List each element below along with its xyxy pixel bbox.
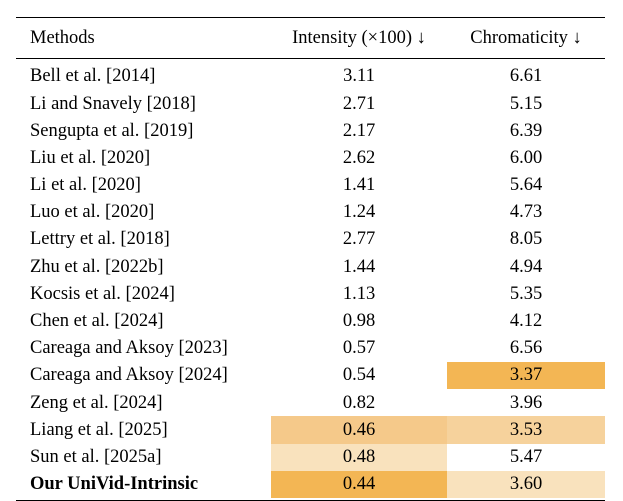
chromaticity-cell: 4.73 [509,202,543,223]
intensity-cell: 0.54 [342,365,376,386]
table-body: Bell et al. [2014] 3.11 6.61 Li and Snavely… [16,59,605,500]
chromaticity-cell: 5.64 [509,175,543,196]
intensity-cell: 0.48 [271,443,447,471]
method-cell: Luo et al. [2020] [30,202,155,223]
intensity-cell: 3.11 [343,66,375,87]
chromaticity-cell: 3.60 [447,470,605,498]
header-intensity: Intensity (×100) ↓ [292,27,426,48]
header-chromaticity: Chromaticity ↓ [470,27,582,48]
chromaticity-cell: 5.47 [509,446,543,467]
header-row: Methods Intensity (×100) ↓ Chromaticity … [16,18,605,58]
method-cell: Careaga and Aksoy [2023] [30,338,228,359]
method-cell: Liu et al. [2020] [30,147,151,168]
method-cell: Chen et al. [2024] [30,311,164,332]
intensity-cell: 0.57 [342,338,376,359]
results-table: Methods Intensity (×100) ↓ Chromaticity … [16,17,605,501]
chromaticity-cell: 5.35 [509,283,543,304]
intensity-cell: 1.44 [342,256,376,277]
chromaticity-cell: 8.05 [509,229,543,250]
table-row: Bell et al. [2014] 3.11 6.61 [16,63,605,90]
method-cell: Li et al. [2020] [30,175,141,196]
method-cell: Kocsis et al. [2024] [30,283,175,304]
chromaticity-cell: 5.15 [509,93,543,114]
intensity-cell: 0.98 [342,311,376,332]
intensity-cell: 0.82 [342,392,376,413]
intensity-cell: 2.17 [342,120,376,141]
table-row: Luo et al. [2020] 1.24 4.73 [16,199,605,226]
table-row: Chen et al. [2024] 0.98 4.12 [16,308,605,335]
table-row: Kocsis et al. [2024] 1.13 5.35 [16,281,605,308]
chromaticity-cell: 6.61 [509,66,543,87]
table-row: Our UniVid-Intrinsic 0.44 3.60 [16,470,605,498]
intensity-cell: 0.46 [271,416,447,444]
table-row: Li et al. [2020] 1.41 5.64 [16,172,605,199]
method-cell: Bell et al. [2014] [30,66,156,87]
method-cell: Sun et al. [2025a] [30,446,162,467]
table-row: Liang et al. [2025] 0.46 3.53 [16,416,605,444]
chromaticity-cell: 6.56 [509,338,543,359]
method-cell: Liang et al. [2025] [30,419,168,440]
intensity-cell: 2.71 [342,93,376,114]
top-rule [16,17,605,18]
chromaticity-cell: 6.39 [509,120,543,141]
chromaticity-cell: 3.53 [447,416,605,444]
table-row: Liu et al. [2020] 2.62 6.00 [16,145,605,172]
chromaticity-cell: 4.12 [509,311,543,332]
intensity-cell: 1.24 [342,202,376,223]
method-cell: Sengupta et al. [2019] [30,120,194,141]
intensity-cell: 1.13 [342,283,376,304]
table-row: Sun et al. [2025a] 0.48 5.47 [16,443,605,471]
header-rule [16,58,605,59]
table-row: Careaga and Aksoy [2024] 0.54 3.37 [16,362,605,390]
chromaticity-cell: 3.37 [447,362,605,390]
method-cell: Our UniVid-Intrinsic [30,474,199,495]
method-cell: Lettry et al. [2018] [30,229,170,250]
table-row: Careaga and Aksoy [2023] 0.57 6.56 [16,335,605,362]
header-methods: Methods [30,27,95,48]
intensity-cell: 0.44 [271,470,447,498]
chromaticity-cell: 4.94 [509,256,543,277]
method-cell: Li and Snavely [2018] [30,93,196,114]
chromaticity-cell: 3.96 [509,392,543,413]
intensity-cell: 2.77 [342,229,376,250]
table-row: Sengupta et al. [2019] 2.17 6.39 [16,117,605,144]
table-row: Li and Snavely [2018] 2.71 5.15 [16,90,605,117]
method-cell: Zeng et al. [2024] [30,392,163,413]
intensity-cell: 1.41 [342,175,376,196]
table-row: Zeng et al. [2024] 0.82 3.96 [16,389,605,416]
table-row: Zhu et al. [2022b] 1.44 4.94 [16,253,605,280]
chromaticity-cell: 6.00 [509,147,543,168]
method-cell: Zhu et al. [2022b] [30,256,164,277]
method-cell: Careaga and Aksoy [2024] [30,365,228,386]
table-row: Lettry et al. [2018] 2.77 8.05 [16,226,605,253]
intensity-cell: 2.62 [342,147,376,168]
